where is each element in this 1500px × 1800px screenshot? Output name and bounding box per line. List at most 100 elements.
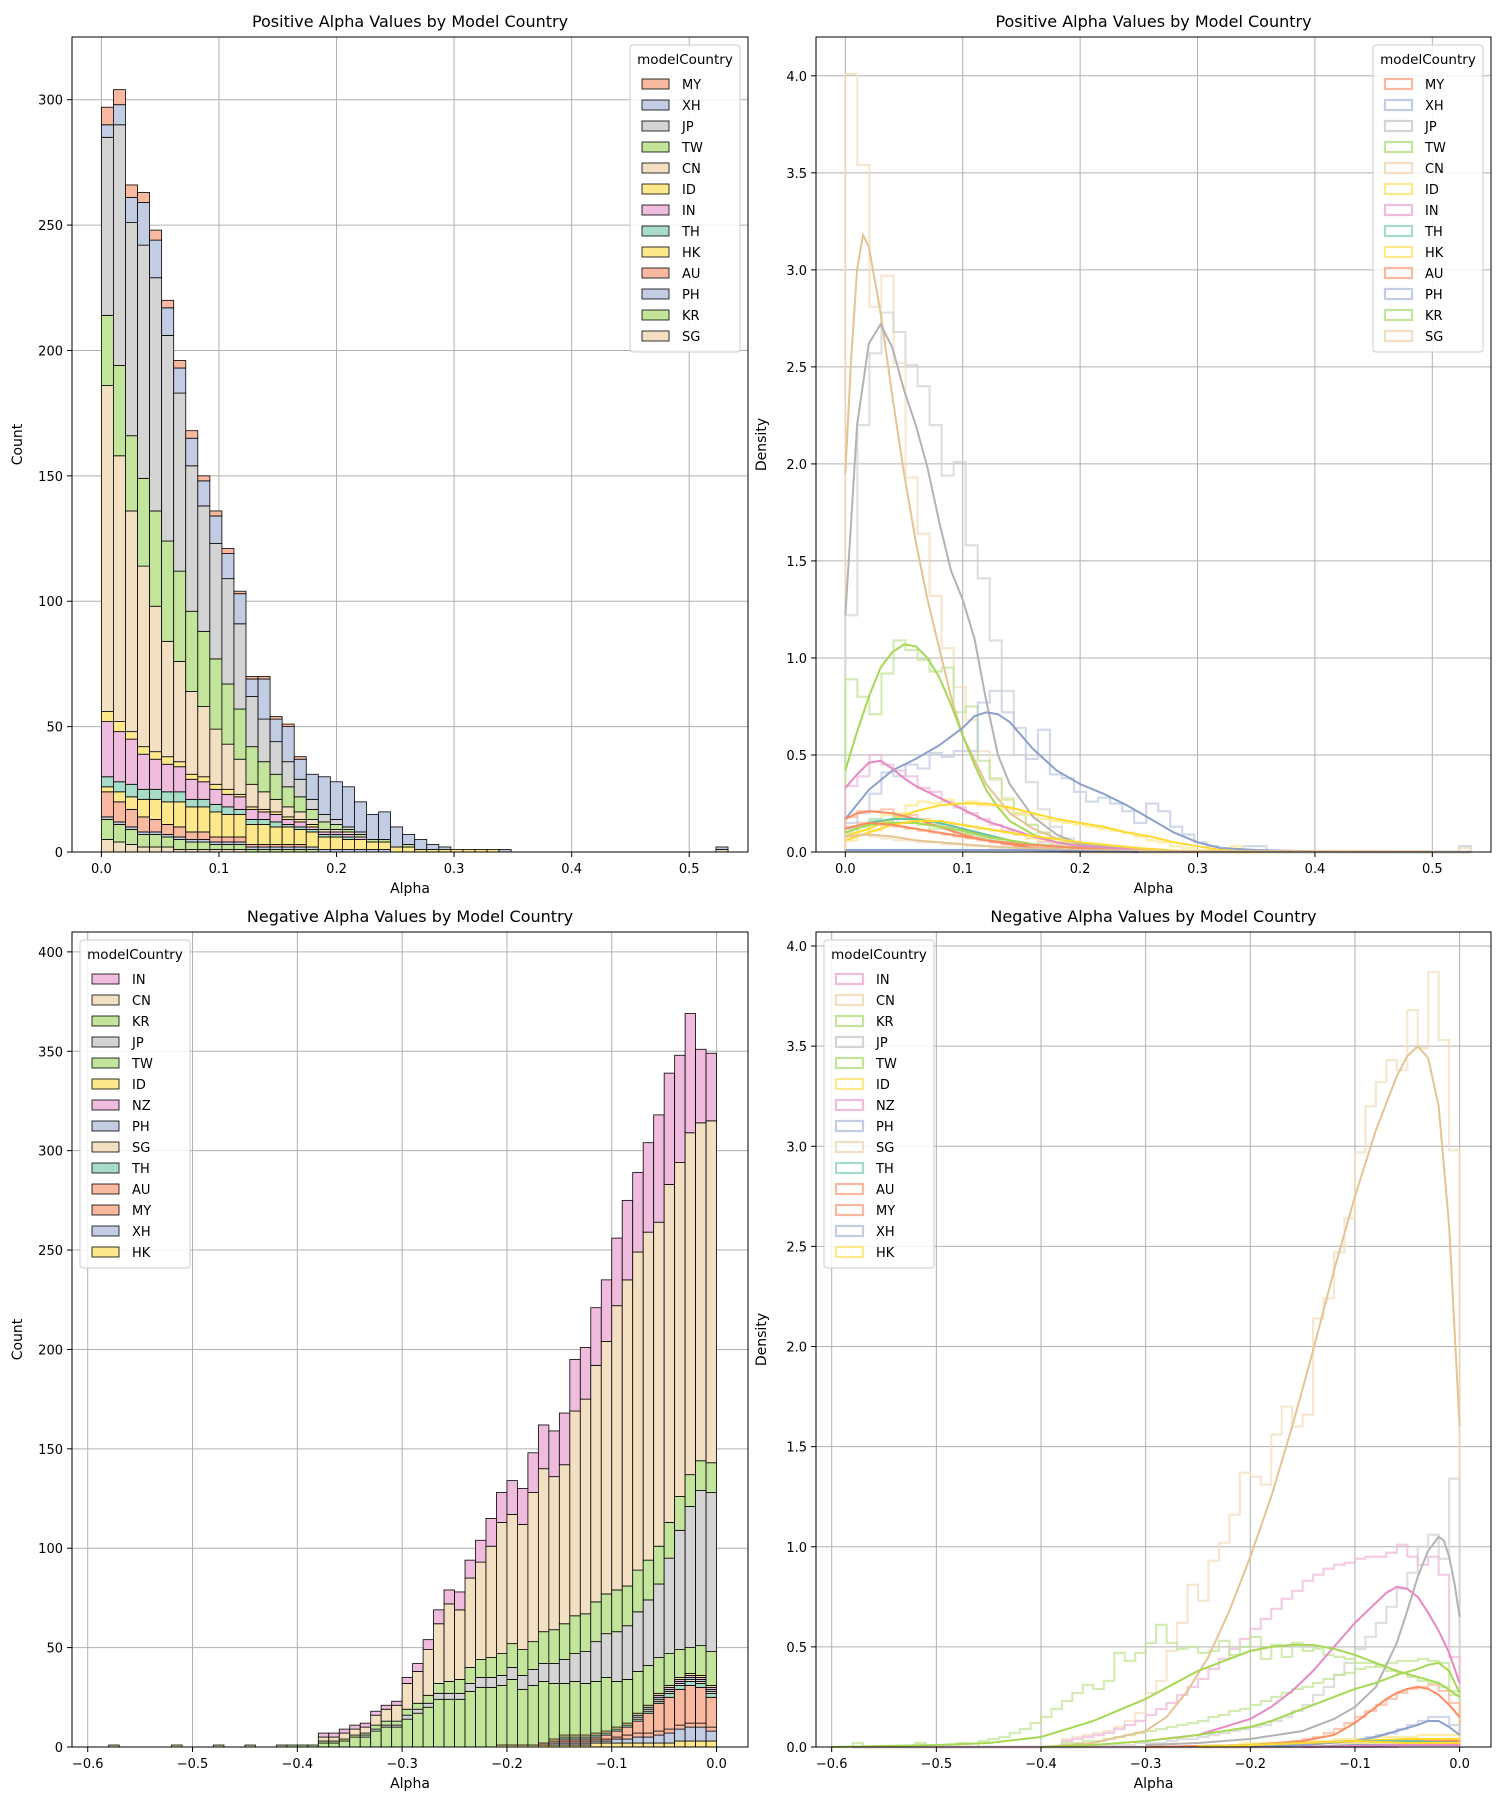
bar-AU — [663, 1696, 676, 1730]
y-tick-label: 3.5 — [786, 1040, 807, 1055]
bar-JP — [527, 1669, 539, 1686]
bar-IN — [684, 1013, 696, 1134]
bar-XH — [209, 515, 223, 544]
kde-curve-IN — [1145, 1585, 1461, 1742]
bar-MY — [257, 676, 271, 680]
bar-IN — [349, 1724, 361, 1730]
bar-JP — [590, 1641, 602, 1682]
bar-CN — [454, 1609, 466, 1680]
legend-item-PH: PH — [682, 288, 700, 303]
bar-XH — [621, 1738, 634, 1744]
kde-curve-XH — [844, 711, 1433, 853]
bar-TW — [705, 1651, 717, 1686]
subplot-1: 0.0 0.1 0.2 0.3 0.4 0.5 0 50 100 150 200 250 300 Posi… — [10, 12, 749, 897]
legend-swatch-PH — [641, 288, 670, 300]
bar-TH — [233, 808, 247, 815]
y-axis-label: Count — [10, 423, 26, 465]
x-axis-label: Alpha — [1134, 1776, 1174, 1792]
bar-TH — [684, 1681, 696, 1686]
bar-SG — [161, 846, 175, 853]
bar-TW — [642, 1665, 655, 1706]
bar-IN — [173, 766, 187, 793]
bar-KR — [569, 1615, 581, 1654]
legend-swatch-CN — [834, 993, 865, 1007]
bar-IN — [548, 1430, 560, 1478]
bar-JP — [422, 1702, 434, 1708]
legend-swatch-XH — [91, 1225, 120, 1237]
bar-JP — [663, 1557, 676, 1654]
bar-MY — [185, 430, 199, 439]
legend-swatch-JP — [641, 120, 670, 132]
bar-AU — [684, 1684, 696, 1724]
legend-swatch-NZ — [834, 1098, 865, 1112]
kde-curve-AU — [1145, 1685, 1461, 1748]
x-tick-label: −0.1 — [596, 1757, 628, 1772]
legend: modelCountry IN CN KR JP TW ID NZ PH SG TH AU MY XH HK — [823, 939, 935, 1269]
bar-AU — [221, 836, 235, 843]
bar-ID — [161, 756, 175, 765]
bar-KR — [464, 1667, 476, 1684]
legend-item-XH: XH — [876, 1225, 895, 1240]
bar-IN — [221, 793, 235, 808]
x-tick-label: −0.6 — [72, 1757, 104, 1772]
legend-item-KR: KR — [682, 309, 700, 324]
bar-ID — [100, 711, 114, 722]
bar-IN — [359, 1722, 372, 1728]
bar-KR — [412, 1702, 424, 1710]
bar-TW — [464, 1690, 476, 1748]
y-tick-label: 0.5 — [786, 1641, 807, 1656]
bar-JP — [653, 1583, 665, 1658]
legend-swatch-IN — [91, 973, 120, 985]
bar-TH — [674, 1684, 686, 1690]
y-tick-label: 1.5 — [786, 555, 807, 570]
bar-TW — [485, 1686, 497, 1748]
bar-HK — [113, 791, 126, 803]
legend-item-JP: JP — [131, 1036, 144, 1051]
legend-item-MY: MY — [1425, 78, 1444, 93]
bar-TW — [422, 1706, 434, 1748]
bar-CN — [443, 1603, 455, 1682]
y-tick-label: 3.5 — [786, 167, 807, 182]
bar-MY — [281, 723, 295, 728]
legend-item-HK: HK — [1425, 246, 1444, 261]
bar-SG — [100, 839, 114, 853]
bar-CN — [464, 1577, 476, 1668]
legend-item-TW: TW — [1424, 141, 1446, 156]
y-tick-label: 1.0 — [786, 1541, 807, 1556]
legend-item-NZ: NZ — [876, 1099, 895, 1114]
x-tick-label: −0.4 — [1025, 1757, 1057, 1772]
bar-KR — [113, 824, 126, 843]
bar-TH — [113, 781, 126, 793]
bar-KR — [100, 819, 114, 840]
legend-swatch-TH — [1383, 224, 1414, 238]
bar-KR — [579, 1613, 592, 1652]
legend-item-CN: CN — [682, 162, 701, 177]
y-tick-label: 0.0 — [786, 846, 807, 861]
bar-IN — [433, 1609, 445, 1625]
step-hist-TW — [851, 1623, 1461, 1749]
x-tick-label: 0.2 — [1070, 862, 1091, 877]
bar-ID — [125, 731, 138, 740]
bar-JP — [684, 1506, 696, 1649]
bar-ID — [209, 783, 223, 790]
bar-IN — [558, 1412, 571, 1466]
x-tick-label: 0.3 — [444, 862, 465, 877]
bar-TW — [149, 510, 163, 607]
bar-AU — [600, 1734, 613, 1740]
bar-CN — [380, 1708, 393, 1722]
legend-item-CN: CN — [876, 994, 895, 1009]
bar-IN — [209, 788, 223, 805]
legend-swatch-HK — [834, 1245, 865, 1259]
bar-HK — [674, 1740, 686, 1748]
bar-TW — [443, 1698, 455, 1748]
bar-IN — [197, 781, 211, 800]
bar-CN — [113, 455, 126, 723]
bar-TW — [558, 1682, 571, 1736]
ticks: −0.6 −0.5 −0.4 −0.3 −0.2 −0.1 0.0 0 50 100 150 200 2… — [38, 946, 727, 1772]
bar-CN — [621, 1279, 634, 1587]
bar-HK — [173, 801, 187, 828]
bar-SG — [113, 841, 126, 853]
bar-MY — [161, 299, 175, 309]
bar-CN — [233, 758, 247, 795]
bar-TH — [137, 788, 150, 800]
